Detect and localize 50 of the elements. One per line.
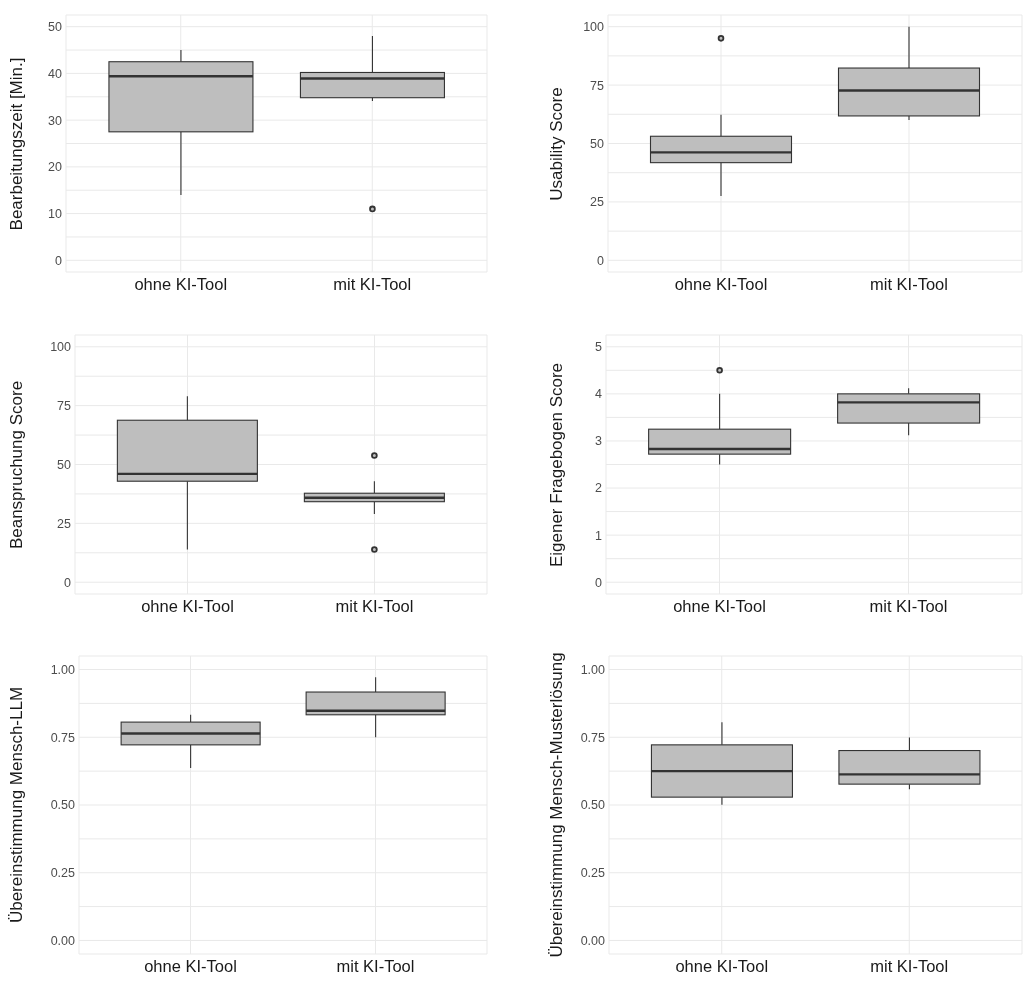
y-tick-label: 1.00 xyxy=(50,662,76,677)
y-tick-label: 3 xyxy=(595,434,603,449)
x-tick-label: ohne KI-Tool xyxy=(673,596,766,615)
x-tick-label: mit KI-Tool xyxy=(335,596,414,615)
y-tick-label: 1 xyxy=(595,528,603,543)
x-tick-label: ohne KI-Tool xyxy=(674,274,768,293)
y-tick-label: 0.50 xyxy=(580,798,606,813)
y-tick-label: 0 xyxy=(597,253,605,268)
y-tick-label: 100 xyxy=(50,340,72,355)
y-axis-title: Übereinstimmung Mensch-LLM xyxy=(7,686,27,924)
x-tick-label: mit KI-Tool xyxy=(333,274,412,293)
y-axis-title: Usability Score xyxy=(547,86,567,201)
y-tick-label: 4 xyxy=(595,387,603,402)
y-tick-label: 1.00 xyxy=(580,662,606,677)
y-tick-label: 0.00 xyxy=(50,933,76,948)
y-tick-label: 75 xyxy=(590,78,605,93)
y-tick-label: 2 xyxy=(595,481,603,496)
y-tick-label: 0.75 xyxy=(50,730,76,745)
y-tick-label: 0 xyxy=(64,575,72,590)
y-axis-title: Beanspruchung Score xyxy=(7,380,27,549)
x-tick-label: mit KI-Tool xyxy=(869,596,948,615)
y-axis-title: Übereinstimmung Mensch-Musterlösung xyxy=(547,652,567,958)
y-tick-label: 25 xyxy=(57,516,72,531)
y-tick-label: 0.25 xyxy=(50,866,76,881)
y-tick-label: 0.00 xyxy=(580,933,606,948)
x-tick-label: mit KI-Tool xyxy=(870,274,948,293)
x-tick-label: ohne KI-Tool xyxy=(141,596,234,615)
y-tick-label: 50 xyxy=(48,20,63,35)
x-tick-label: mit KI-Tool xyxy=(336,956,415,975)
x-tick-label: ohne KI-Tool xyxy=(134,274,228,293)
x-tick-label: ohne KI-Tool xyxy=(675,956,769,975)
y-tick-label: 20 xyxy=(48,160,63,175)
y-tick-label: 0.50 xyxy=(50,798,76,813)
y-tick-label: 30 xyxy=(48,113,63,128)
y-axis-title: Bearbeitungszeit [Min.] xyxy=(7,57,27,230)
y-axis-title: Eigener Fragebogen Score xyxy=(547,362,567,567)
y-tick-label: 0.75 xyxy=(580,730,606,745)
y-tick-label: 5 xyxy=(595,340,603,355)
x-tick-label: ohne KI-Tool xyxy=(144,956,237,975)
y-tick-label: 0 xyxy=(55,253,63,268)
y-tick-label: 100 xyxy=(583,20,605,35)
y-tick-label: 25 xyxy=(590,195,605,210)
y-tick-label: 50 xyxy=(57,457,72,472)
x-tick-label: mit KI-Tool xyxy=(870,956,949,975)
y-tick-label: 75 xyxy=(57,399,72,414)
y-tick-label: 40 xyxy=(48,66,63,81)
y-tick-label: 50 xyxy=(590,136,605,151)
y-tick-label: 0 xyxy=(595,575,603,590)
y-tick-label: 10 xyxy=(48,207,63,222)
y-tick-label: 0.25 xyxy=(580,866,606,881)
